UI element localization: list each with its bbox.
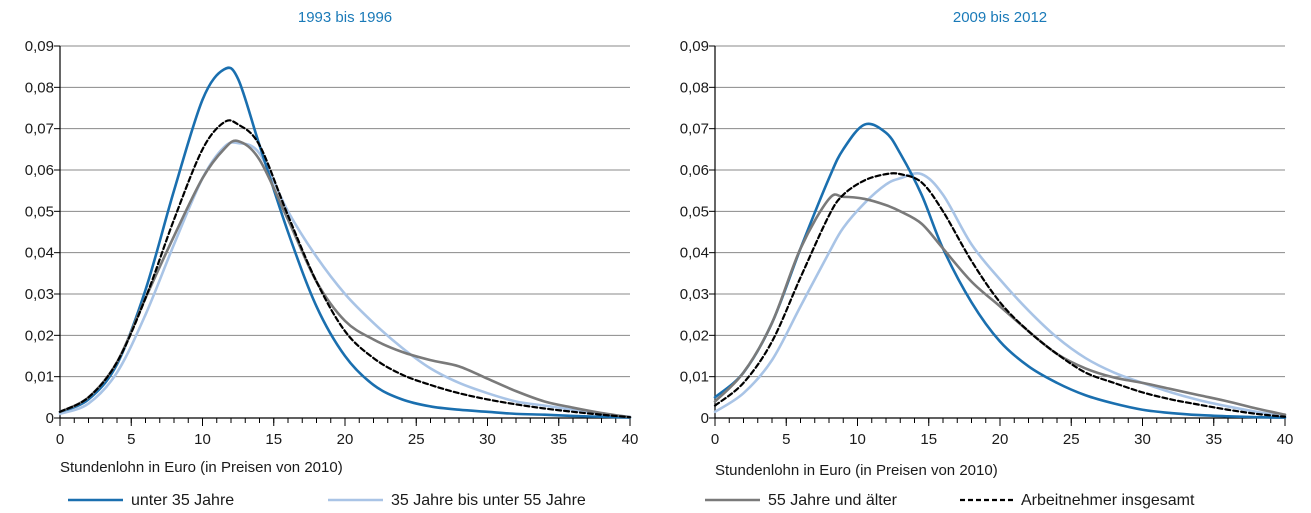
x-tick-label: 35: [1205, 431, 1222, 448]
x-tick-label: 15: [265, 431, 282, 448]
x-tick-label: 5: [782, 431, 790, 448]
chart-title: 1993 bis 1996: [298, 9, 392, 26]
y-tick-label: 0,03: [680, 286, 709, 303]
series-line: [713, 172, 1287, 418]
y-tick-label: 0,04: [25, 245, 54, 262]
legend-label: 55 Jahre und älter: [768, 492, 898, 509]
legend-item: 55 Jahre und älter: [705, 492, 898, 509]
x-tick-label: 30: [479, 431, 496, 448]
y-tick-label: 0: [701, 410, 709, 427]
panel-1993-1996: 1993 bis 1996 Stundenlohn in Euro (in Pr…: [25, 9, 639, 476]
series-line: [58, 66, 632, 419]
legend-label: Arbeitnehmer insgesamt: [1021, 492, 1195, 509]
y-tick-label: 0,01: [680, 369, 709, 386]
y-tick-label: 0,03: [25, 286, 54, 303]
legend: unter 35 Jahre 35 Jahre bis unter 55 Jah…: [68, 492, 1195, 509]
x-tick-label: 10: [849, 431, 866, 448]
y-tick-label: 0,02: [25, 327, 54, 344]
x-tick-label: 15: [920, 431, 937, 448]
y-tick-label: 0,07: [680, 121, 709, 138]
y-tick-label: 0,08: [25, 79, 54, 96]
legend-item: Arbeitnehmer insgesamt: [960, 492, 1195, 509]
x-tick-label: 40: [622, 431, 639, 448]
x-tick-label: 30: [1134, 431, 1151, 448]
x-tick-label: 10: [194, 431, 211, 448]
x-tick-label: 0: [56, 431, 64, 448]
x-tick-label: 20: [337, 431, 354, 448]
legend-item: 35 Jahre bis unter 55 Jahre: [328, 492, 586, 509]
legend-label: unter 35 Jahre: [131, 492, 234, 509]
y-tick-label: 0,07: [25, 121, 54, 138]
chart-title: 2009 bis 2012: [953, 9, 1047, 26]
x-tick-label: 40: [1277, 431, 1294, 448]
series-line: [713, 122, 1287, 419]
legend-label: 35 Jahre bis unter 55 Jahre: [391, 492, 586, 509]
x-tick-label: 20: [992, 431, 1009, 448]
panel-2009-2012: 2009 bis 2012 Stundenlohn in Euro (in Pr…: [680, 9, 1294, 479]
x-tick-label: 25: [1063, 431, 1080, 448]
y-tick-label: 0,01: [25, 369, 54, 386]
series-line: [58, 139, 632, 419]
y-tick-label: 0,02: [680, 327, 709, 344]
y-tick-label: 0,09: [680, 38, 709, 55]
x-tick-label: 0: [711, 431, 719, 448]
y-tick-label: 0,09: [25, 38, 54, 55]
y-tick-label: 0,06: [25, 162, 54, 179]
series-line: [58, 119, 632, 419]
x-axis-label: Stundenlohn in Euro (in Preisen von 2010…: [715, 462, 998, 479]
y-tick-label: 0,05: [25, 203, 54, 220]
series-line: [713, 172, 1287, 418]
x-tick-label: 35: [550, 431, 567, 448]
y-tick-label: 0,04: [680, 245, 709, 262]
y-tick-label: 0,05: [680, 203, 709, 220]
series-line: [58, 141, 632, 419]
y-tick-label: 0: [46, 410, 54, 427]
x-tick-label: 5: [127, 431, 135, 448]
y-tick-label: 0,06: [680, 162, 709, 179]
series-line: [713, 193, 1287, 416]
x-tick-label: 25: [408, 431, 425, 448]
legend-item: unter 35 Jahre: [68, 492, 234, 509]
x-axis-label: Stundenlohn in Euro (in Preisen von 2010…: [60, 459, 343, 476]
y-tick-label: 0,08: [680, 79, 709, 96]
